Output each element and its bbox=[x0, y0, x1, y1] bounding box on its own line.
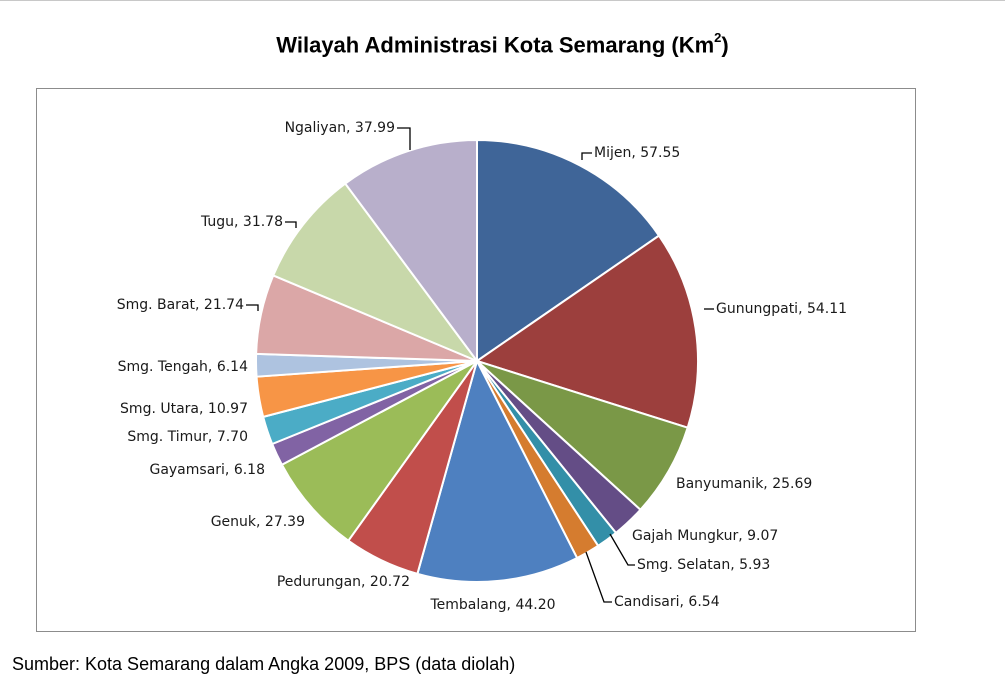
pie-labels: Mijen, 57.55 Gunungpati, 54.11 Banyumanik,… bbox=[117, 120, 847, 613]
pie-label-candisari: Candisari, 6.54 bbox=[614, 594, 720, 610]
pie-slice-ngaliyan bbox=[344, 139, 478, 362]
chart-title-close: ) bbox=[721, 32, 729, 58]
pie-label-tugu: Tugu, 31.78 bbox=[200, 214, 283, 230]
pie-label-pedurungan: Pedurungan, 20.72 bbox=[277, 574, 410, 590]
pie-label-smg-tengah: Smg. Tengah, 6.14 bbox=[118, 359, 248, 375]
pie-label-genuk: Genuk, 27.39 bbox=[211, 514, 305, 530]
leader-line-candisari bbox=[585, 551, 612, 603]
leader-line-tugu bbox=[285, 221, 297, 228]
pie-slices bbox=[255, 139, 699, 583]
pie-label-smg-selatan: Smg. Selatan, 5.93 bbox=[637, 557, 770, 573]
pie-label-gajah-mungkur: Gajah Mungkur, 9.07 bbox=[632, 528, 778, 544]
leader-line-ngaliyan bbox=[397, 127, 411, 150]
pie-slice-genuk bbox=[280, 360, 478, 542]
pie-label-smg-timur: Smg. Timur, 7.70 bbox=[127, 429, 248, 445]
chart-title: Wilayah Administrasi Kota Semarang (Km2) bbox=[0, 30, 1005, 58]
pie-slice-mijen bbox=[476, 139, 660, 362]
pie-slice-tembalang bbox=[416, 360, 579, 583]
chart-title-superscript: 2 bbox=[714, 30, 722, 45]
pie-label-banyumanik: Banyumanik, 25.69 bbox=[676, 476, 812, 492]
chart-title-text: Wilayah Administrasi Kota Semarang (Km bbox=[276, 32, 715, 58]
pie-label-tembalang: Tembalang, 44.20 bbox=[429, 597, 555, 613]
pie-label-gayamsari: Gayamsari, 6.18 bbox=[149, 462, 265, 478]
leader-line-smg-barat bbox=[246, 304, 259, 311]
pie-label-smg-barat: Smg. Barat, 21.74 bbox=[117, 297, 244, 313]
leader-line-mijen bbox=[581, 152, 592, 160]
source-note: Sumber: Kota Semarang dalam Angka 2009, … bbox=[12, 654, 516, 674]
pie-slice-tugu bbox=[272, 182, 478, 362]
pie-label-mijen: Mijen, 57.55 bbox=[594, 145, 680, 161]
top-rule bbox=[0, 0, 1005, 1]
pie-slice-gunungpati bbox=[476, 234, 699, 429]
pie-leader-lines bbox=[246, 127, 714, 603]
leader-line-smg-selatan bbox=[609, 533, 635, 566]
pie-label-ngaliyan: Ngaliyan, 37.99 bbox=[285, 120, 395, 136]
pie-label-smg-utara: Smg. Utara, 10.97 bbox=[120, 401, 248, 417]
pie-label-gunungpati: Gunungpati, 54.11 bbox=[716, 301, 847, 317]
